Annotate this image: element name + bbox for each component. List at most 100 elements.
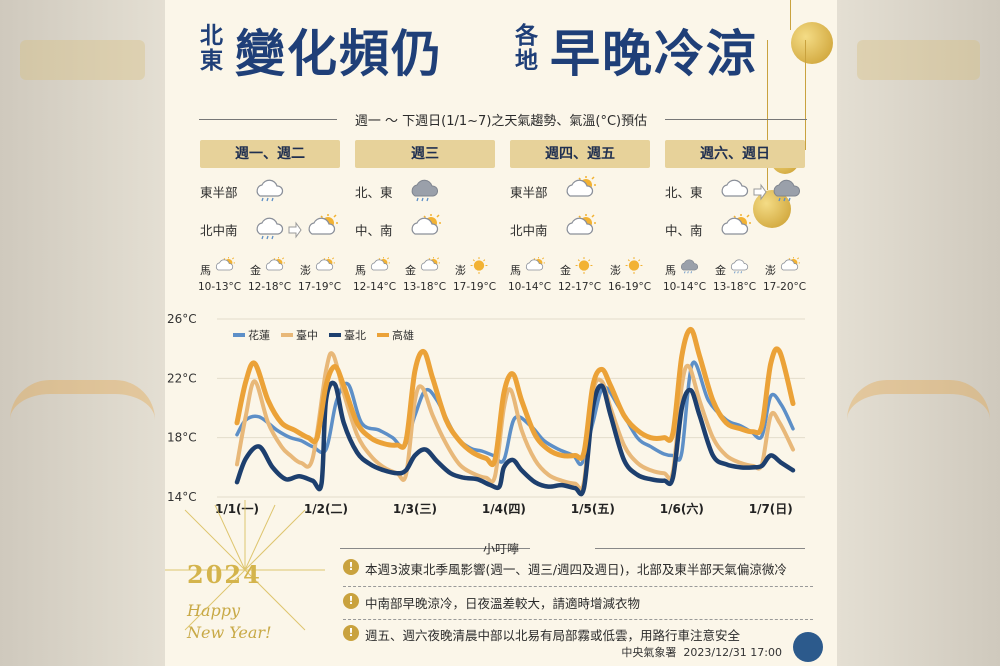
divider bbox=[343, 619, 813, 621]
divider bbox=[340, 548, 530, 549]
agency-name: 中央氣象署 bbox=[621, 646, 677, 659]
temperature-range: 16-19°C bbox=[608, 281, 652, 293]
x-tick-label: 1/1(一) bbox=[215, 502, 259, 516]
island-label: 金 bbox=[560, 264, 571, 277]
rain-cloud-icon bbox=[407, 176, 441, 202]
arrow-right-icon bbox=[753, 179, 767, 205]
region-label: 北中南 bbox=[510, 223, 548, 238]
firework-burst-decoration bbox=[165, 500, 325, 631]
year-text: 2024 bbox=[187, 560, 262, 589]
series-line-臺中 bbox=[235, 351, 795, 492]
footer: 中央氣象署 2023/12/31 17:00 bbox=[621, 644, 782, 660]
divider bbox=[199, 119, 337, 120]
forecast-card: 北東 變化頻仍 各地 早晚冷涼 週一 ～ 下週日(1/1~7)之天氣趨勢、氣溫(… bbox=[165, 0, 837, 666]
legend-label: 高雄 bbox=[392, 328, 414, 342]
sun-icon bbox=[468, 257, 490, 274]
x-tick-label: 1/3(三) bbox=[393, 502, 437, 516]
temperature-range: 10-13°C bbox=[198, 281, 242, 293]
x-tick-label: 1/6(六) bbox=[660, 501, 704, 516]
temperature-line-chart: 14°C 18°C 22°C 26°C 1/1(一) 1/2(二) 1/3(三) 1/4(四)… bbox=[167, 312, 805, 516]
island-label: 馬 bbox=[355, 264, 366, 277]
title-small-right: 各地 bbox=[515, 23, 538, 74]
ornament-thread bbox=[767, 40, 768, 190]
new-year-greeting: Happy New Year! bbox=[187, 601, 272, 642]
temperature-range: 10-14°C bbox=[508, 281, 552, 293]
temperature-range: 12-17°C bbox=[558, 281, 602, 293]
cloud-sun-icon bbox=[418, 257, 440, 274]
island-label: 金 bbox=[715, 264, 726, 277]
divider bbox=[343, 586, 813, 588]
region-label: 中、南 bbox=[665, 223, 703, 238]
cloud-rain-icon bbox=[728, 257, 750, 274]
subtitle: 週一 ～ 下週日(1/1~7)之天氣趨勢、氣溫(°C)預估 bbox=[354, 114, 648, 129]
tip-item: ! 中南部早晚涼冷，日夜溫差較大，請適時增減衣物 bbox=[343, 591, 823, 613]
title-small-left: 北東 bbox=[200, 23, 223, 74]
temperature-range: 12-18°C bbox=[248, 281, 292, 293]
temperature-range: 13-18°C bbox=[403, 281, 447, 293]
temperature-range: 10-14°C bbox=[663, 281, 707, 293]
region-label: 中、南 bbox=[355, 223, 393, 238]
region-label: 北、東 bbox=[665, 185, 703, 200]
island-label: 金 bbox=[405, 264, 416, 277]
cloud-sun-icon bbox=[313, 257, 335, 274]
series-line-臺北 bbox=[234, 380, 796, 497]
tips-title: 小叮嚀 bbox=[482, 542, 519, 556]
cloud-sun-icon bbox=[407, 214, 441, 240]
x-tick-label: 1/5(五) bbox=[571, 502, 615, 516]
sun-icon bbox=[573, 257, 595, 274]
agency-logo bbox=[793, 632, 823, 662]
rain-cloud-icon bbox=[678, 257, 700, 274]
x-tick-label: 1/4(四) bbox=[482, 502, 526, 516]
island-label: 金 bbox=[250, 264, 261, 277]
exclamation-icon: ! bbox=[343, 625, 359, 641]
x-tick-label: 1/2(二) bbox=[304, 502, 348, 516]
rain-cloud-icon bbox=[769, 176, 803, 202]
period-tag: 週六、週日 bbox=[665, 140, 805, 168]
cloud-sun-icon bbox=[778, 257, 800, 274]
cloud-icon bbox=[717, 176, 751, 202]
cloud-rain-icon bbox=[252, 176, 286, 202]
ornament-thread bbox=[805, 40, 806, 150]
headline: 北東 變化頻仍 各地 早晚冷涼 bbox=[165, 10, 837, 90]
divider bbox=[595, 548, 805, 549]
series-line-高雄 bbox=[234, 326, 796, 468]
ornament-thread bbox=[790, 0, 791, 30]
arrow-right-icon bbox=[288, 217, 302, 243]
issue-datetime: 2023/12/31 17:00 bbox=[683, 646, 782, 659]
title-big-left: 變化頻仍 bbox=[235, 25, 443, 83]
island-label: 馬 bbox=[510, 264, 521, 277]
cloud-sun-icon bbox=[304, 214, 338, 240]
legend-label: 臺中 bbox=[296, 328, 318, 342]
y-tick-label: 26°C bbox=[167, 312, 197, 326]
island-label: 馬 bbox=[665, 264, 676, 277]
cloud-rain-icon bbox=[252, 214, 286, 240]
island-label: 澎 bbox=[610, 264, 621, 277]
cloud-sun-icon bbox=[562, 176, 596, 202]
cloud-sun-icon bbox=[213, 257, 235, 274]
y-tick-label: 14°C bbox=[167, 490, 197, 504]
region-label: 北、東 bbox=[355, 185, 393, 200]
cloud-sun-icon bbox=[263, 257, 285, 274]
period-tag: 週三 bbox=[355, 140, 495, 168]
tip-item: ! 週五、週六夜晚清晨中部以北易有局部霧或低雲，用路行車注意安全 bbox=[343, 623, 823, 645]
region-label: 東半部 bbox=[510, 185, 548, 200]
temperature-range: 17-19°C bbox=[298, 281, 342, 293]
island-label: 澎 bbox=[765, 264, 776, 277]
legend-label: 花蓮 bbox=[248, 328, 270, 342]
divider bbox=[665, 119, 807, 120]
island-label: 馬 bbox=[200, 264, 211, 277]
cloud-sun-icon bbox=[717, 214, 751, 240]
legend-label: 臺北 bbox=[344, 328, 366, 342]
region-label: 東半部 bbox=[200, 185, 238, 200]
gold-coin-ornament bbox=[791, 22, 833, 64]
x-tick-label: 1/7(日) bbox=[749, 502, 793, 516]
period-tag: 週一、週二 bbox=[200, 140, 340, 168]
y-tick-label: 22°C bbox=[167, 371, 197, 385]
island-label: 澎 bbox=[455, 264, 466, 277]
temperature-range: 17-20°C bbox=[763, 281, 807, 293]
title-big-right: 早晚冷涼 bbox=[550, 25, 758, 83]
tip-item: ! 本週3波東北季風影響(週一、週三/週四及週日)，北部及東半部天氣偏涼微冷 bbox=[343, 557, 823, 579]
sun-icon bbox=[623, 257, 645, 274]
series-line-花蓮 bbox=[235, 360, 795, 467]
cloud-sun-icon bbox=[368, 257, 390, 274]
